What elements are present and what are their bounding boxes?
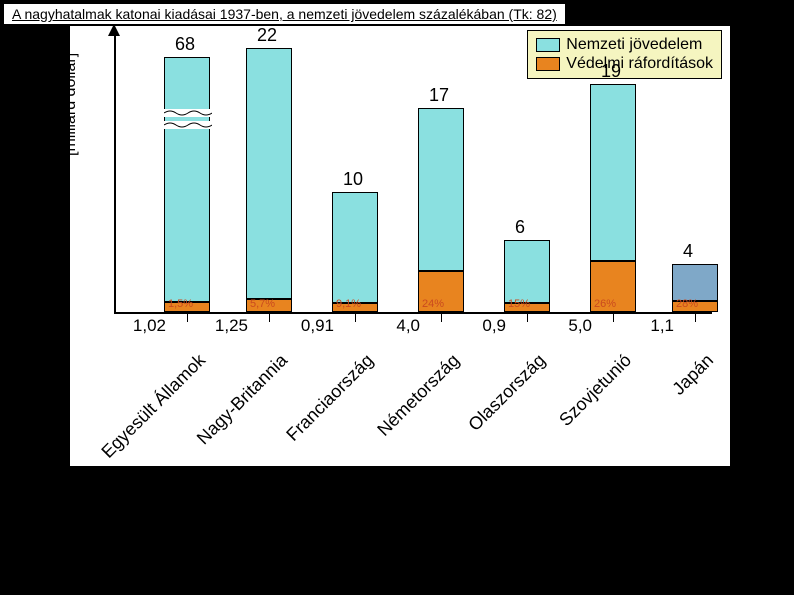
x-tick bbox=[269, 312, 270, 322]
defense-value: 1,02 bbox=[126, 316, 166, 336]
income-value: 17 bbox=[429, 85, 449, 106]
income-bar bbox=[590, 84, 636, 261]
percent-label: 26% bbox=[594, 298, 616, 310]
page-title: A nagyhatalmak katonai kiadásai 1937-ben… bbox=[4, 4, 565, 24]
chart-container: [milliárd dollár] Nemzeti jövedelem Véde… bbox=[70, 26, 730, 466]
percent-label: 1,5% bbox=[168, 298, 193, 310]
x-tick bbox=[187, 312, 188, 322]
income-bar bbox=[332, 192, 378, 303]
income-value: 6 bbox=[515, 217, 525, 238]
plot-area: 681,5%1,02225,7%1,25109,1%0,911724%4,061… bbox=[114, 32, 712, 314]
percent-label: 15% bbox=[508, 298, 530, 310]
income-bar bbox=[164, 57, 210, 302]
income-bar bbox=[246, 48, 292, 299]
defense-value: 5,0 bbox=[552, 316, 592, 336]
defense-value: 4,0 bbox=[380, 316, 420, 336]
income-value: 22 bbox=[257, 25, 277, 46]
income-value: 68 bbox=[175, 34, 195, 55]
y-axis-label: [milliárd dollár] bbox=[62, 53, 80, 156]
x-tick bbox=[695, 312, 696, 322]
x-tick bbox=[355, 312, 356, 322]
defense-value: 1,1 bbox=[634, 316, 674, 336]
percent-label: 24% bbox=[422, 298, 444, 310]
income-value: 4 bbox=[683, 241, 693, 262]
defense-value: 0,91 bbox=[294, 316, 334, 336]
percent-label: 5,7% bbox=[250, 298, 275, 310]
income-bar bbox=[672, 264, 718, 301]
percent-label: 9,1% bbox=[336, 298, 361, 310]
x-tick bbox=[613, 312, 614, 322]
defense-value: 1,25 bbox=[208, 316, 248, 336]
income-value: 10 bbox=[343, 169, 363, 190]
x-tick bbox=[441, 312, 442, 322]
axis-break-icon bbox=[163, 109, 211, 117]
percent-label: 28% bbox=[676, 298, 698, 310]
defense-value: 0,9 bbox=[466, 316, 506, 336]
income-value: 19 bbox=[601, 61, 621, 82]
axis-break-icon bbox=[163, 121, 211, 129]
income-bar bbox=[418, 108, 464, 271]
x-tick bbox=[527, 312, 528, 322]
income-bar bbox=[504, 240, 550, 303]
